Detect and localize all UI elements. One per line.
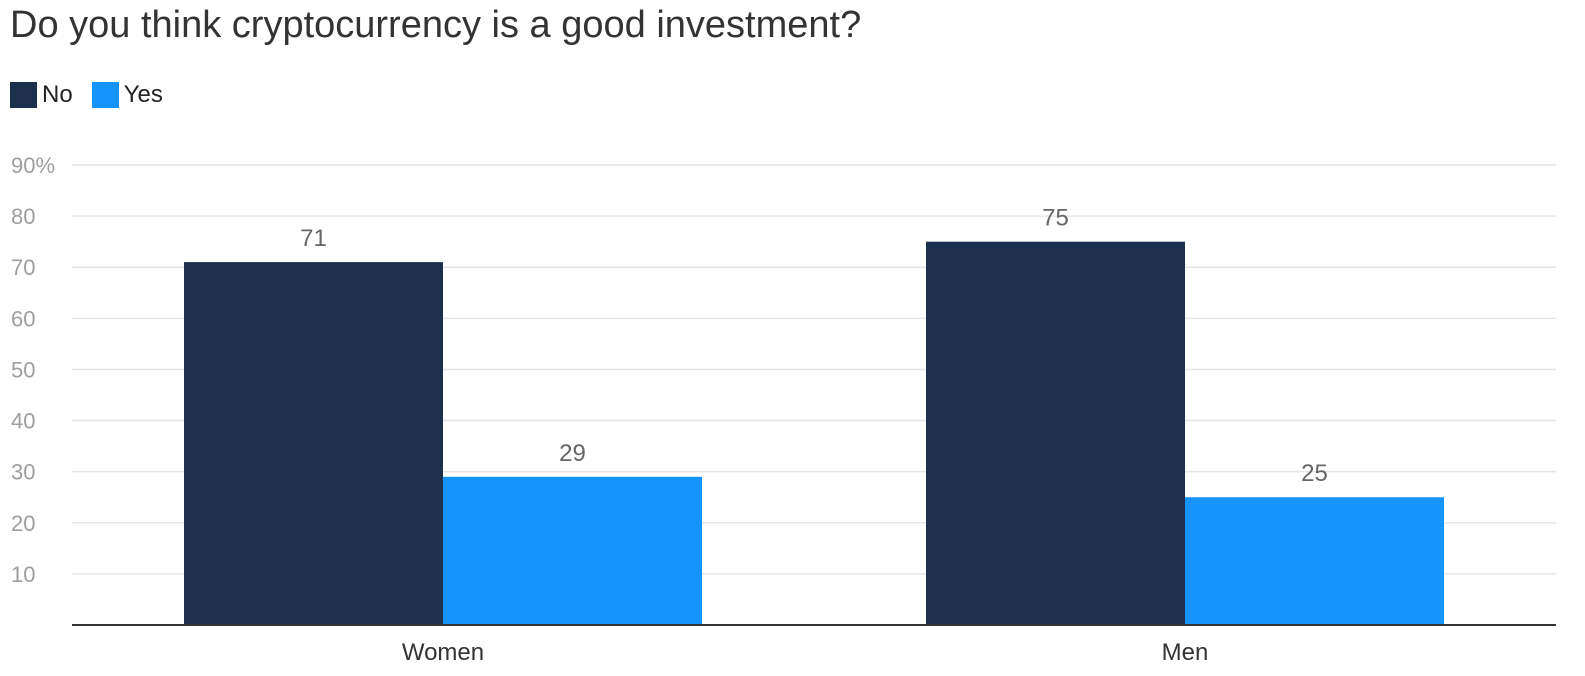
y-tick-label-10: 10 [11, 562, 35, 587]
data-label-yes-women: 29 [559, 440, 586, 467]
y-tick-label-90: 90% [11, 153, 55, 178]
legend-item-yes: Yes [91, 81, 163, 109]
data-label-no-women: 71 [300, 225, 327, 252]
y-tick-label-60: 60 [11, 306, 35, 331]
bar-no-men [926, 241, 1185, 625]
legend-label-no: No [42, 81, 73, 108]
bar-no-women [184, 262, 443, 625]
y-tick-label-80: 80 [11, 204, 35, 229]
bar-yes-women [443, 476, 702, 625]
y-tick-label-50: 50 [11, 357, 35, 382]
data-label-no-men: 75 [1042, 205, 1069, 232]
chart-title: Do you think cryptocurrency is a good in… [10, 4, 862, 46]
y-tick-label-20: 20 [11, 511, 35, 536]
x-tick-label-men: Men [1162, 639, 1209, 666]
y-tick-label-40: 40 [11, 409, 35, 434]
data-label-yes-men: 25 [1301, 460, 1328, 487]
legend-label-yes: Yes [123, 81, 163, 108]
legend-swatch-yes [91, 82, 119, 108]
y-tick-label-70: 70 [11, 255, 35, 280]
y-tick-label-30: 30 [11, 460, 35, 485]
legend: No Yes [10, 81, 182, 109]
bar-yes-men [1185, 497, 1444, 625]
x-tick-label-women: Women [402, 639, 484, 666]
legend-swatch-no [10, 82, 37, 108]
legend-item-no: No [10, 81, 73, 109]
